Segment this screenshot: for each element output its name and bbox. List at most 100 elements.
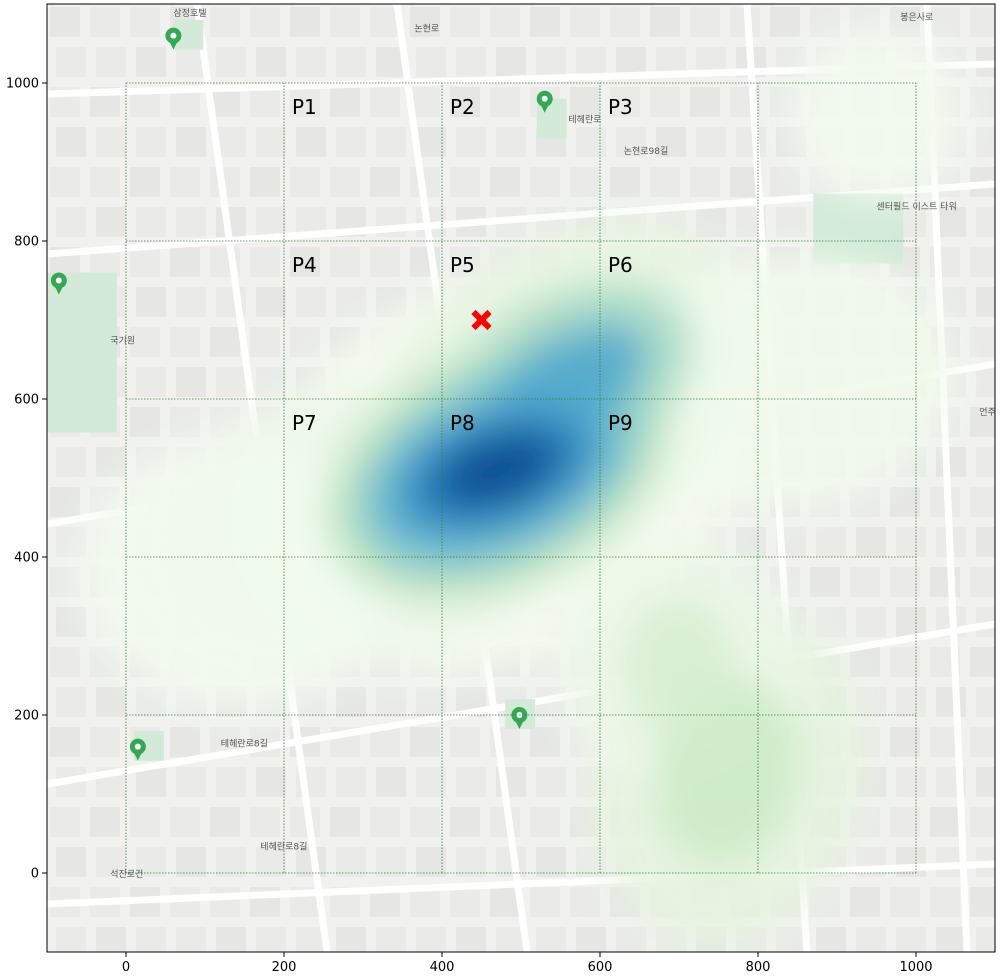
map-place-label: 석진로건 bbox=[110, 869, 143, 880]
map-block bbox=[170, 247, 200, 277]
map-block bbox=[650, 7, 680, 37]
map-block bbox=[176, 767, 206, 797]
map-block bbox=[176, 207, 206, 237]
map-block bbox=[496, 127, 526, 157]
map-block bbox=[416, 847, 446, 877]
map-place-label: 논현로 bbox=[414, 24, 439, 35]
map-block bbox=[370, 167, 400, 197]
map-block bbox=[336, 127, 366, 157]
region-label-p4: P4 bbox=[292, 253, 317, 277]
map-block bbox=[210, 327, 240, 357]
y-tick-label: 1000 bbox=[6, 77, 39, 92]
map-block bbox=[170, 807, 200, 837]
x-tick-label: 1000 bbox=[899, 960, 932, 975]
map-block bbox=[56, 127, 86, 157]
map-place-label: 국기원 bbox=[110, 336, 135, 347]
map-block bbox=[570, 7, 600, 37]
map-block bbox=[890, 887, 920, 917]
map-block bbox=[810, 887, 840, 917]
map-block bbox=[336, 847, 366, 877]
map-block bbox=[936, 447, 966, 477]
map-block bbox=[136, 47, 166, 77]
map-block bbox=[56, 207, 86, 237]
map-block bbox=[210, 7, 240, 37]
map-block bbox=[90, 7, 120, 37]
map-block bbox=[496, 47, 526, 77]
map-block bbox=[296, 47, 326, 77]
map-block bbox=[50, 807, 80, 837]
map-block bbox=[56, 687, 86, 717]
map-block bbox=[810, 7, 840, 37]
density-contour bbox=[790, 28, 964, 202]
map-block bbox=[376, 687, 406, 717]
map-block bbox=[136, 367, 166, 397]
x-tick-label: 400 bbox=[430, 960, 455, 975]
map-block bbox=[370, 87, 400, 117]
map-block bbox=[856, 687, 886, 717]
map-block bbox=[376, 847, 406, 877]
y-tick-label: 400 bbox=[14, 551, 39, 566]
map-block bbox=[930, 7, 960, 37]
map-block bbox=[330, 7, 360, 37]
map-block bbox=[610, 167, 640, 197]
map-block bbox=[930, 887, 960, 917]
map-block bbox=[216, 367, 246, 397]
map-block bbox=[896, 527, 926, 557]
map-block bbox=[696, 127, 726, 157]
map-block bbox=[850, 647, 880, 677]
map-block bbox=[90, 727, 120, 757]
map-block bbox=[96, 447, 126, 477]
map-block bbox=[216, 47, 246, 77]
map-block bbox=[450, 167, 480, 197]
map-block bbox=[336, 767, 366, 797]
map-block bbox=[450, 887, 480, 917]
map-block bbox=[336, 47, 366, 77]
map-block bbox=[170, 727, 200, 757]
map-block bbox=[336, 287, 366, 317]
map-block bbox=[170, 407, 200, 437]
map-block bbox=[610, 7, 640, 37]
map-block bbox=[216, 767, 246, 797]
map-block bbox=[536, 847, 566, 877]
map-block bbox=[536, 207, 566, 237]
map-block bbox=[770, 167, 800, 197]
map-block bbox=[50, 7, 80, 37]
map-block bbox=[536, 47, 566, 77]
map-block bbox=[530, 887, 560, 917]
map-block bbox=[136, 207, 166, 237]
map-block bbox=[416, 687, 446, 717]
map-block bbox=[530, 7, 560, 37]
map-block bbox=[450, 727, 480, 757]
map-block bbox=[736, 127, 766, 157]
map-block bbox=[850, 567, 880, 597]
map-block bbox=[810, 567, 840, 597]
map-block bbox=[896, 607, 926, 637]
map-block bbox=[696, 207, 726, 237]
region-label-p2: P2 bbox=[450, 95, 475, 119]
map-block bbox=[370, 247, 400, 277]
map-block bbox=[816, 607, 846, 637]
map-block bbox=[330, 807, 360, 837]
region-label-p1: P1 bbox=[292, 95, 317, 119]
map-block bbox=[690, 7, 720, 37]
map-block bbox=[650, 87, 680, 117]
map-block bbox=[490, 167, 520, 197]
region-label-p3: P3 bbox=[608, 95, 633, 119]
map-place-label: 테헤란로 bbox=[568, 114, 601, 126]
map-place-label: 테헤란로8길 bbox=[221, 738, 268, 750]
x-tick-label: 800 bbox=[746, 960, 771, 975]
map-block bbox=[210, 807, 240, 837]
map-block bbox=[450, 807, 480, 837]
map-block bbox=[290, 327, 320, 357]
map-block bbox=[250, 167, 280, 197]
map-block bbox=[456, 767, 486, 797]
map-block bbox=[816, 527, 846, 557]
map-block bbox=[56, 447, 86, 477]
map-block bbox=[530, 167, 560, 197]
map-block bbox=[890, 567, 920, 597]
map-block bbox=[90, 167, 120, 197]
map-block bbox=[856, 607, 886, 637]
map-block bbox=[890, 487, 920, 517]
map-block bbox=[136, 127, 166, 157]
map-block bbox=[176, 287, 206, 317]
